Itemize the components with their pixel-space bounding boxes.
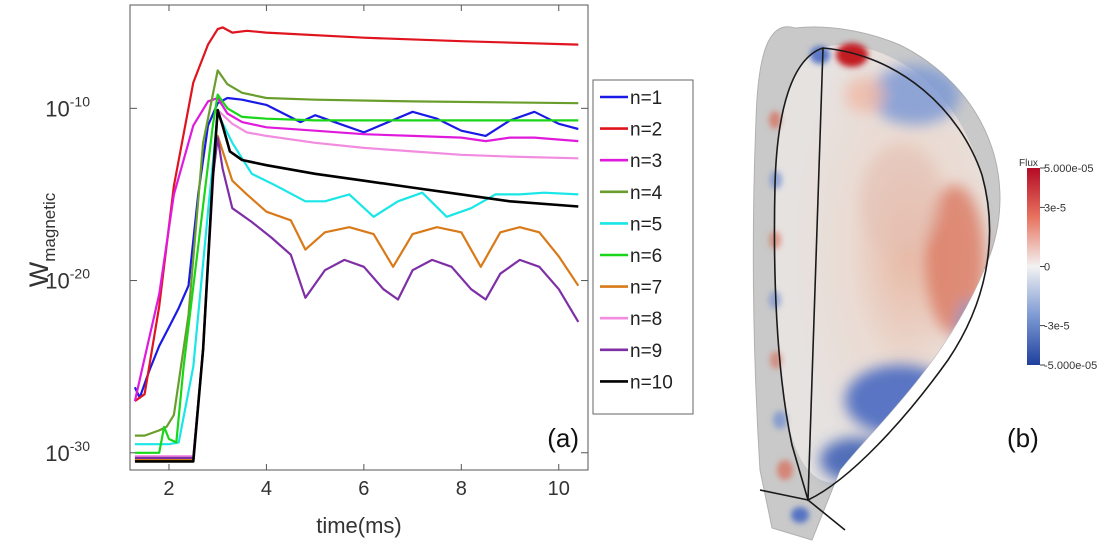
legend-box — [592, 79, 694, 415]
x-axis-label: time(ms) — [316, 513, 402, 538]
separatrix-line — [759, 47, 991, 531]
x-tick-labels: 2 4 6 8 10 — [163, 478, 569, 500]
series-line-n=10 — [134, 108, 579, 463]
series-line-n=4 — [134, 69, 579, 437]
flux-map — [752, 26, 1001, 541]
colorbar-tick-label: 3e-5 — [1044, 202, 1066, 214]
panel-label-b: (b) — [1007, 423, 1039, 453]
x-tick-label: 2 — [163, 478, 174, 500]
colorbar-tick-label: -3e-5 — [1044, 321, 1070, 333]
legend-label: n=2 — [630, 120, 662, 141]
panel-a: 2 4 6 8 10 10-10 10-20 10-30 time(ms) Wmagneti… — [24, 4, 694, 538]
x-tick-label: 6 — [358, 478, 369, 500]
legend-label: n=6 — [630, 246, 662, 267]
y-tick-labels: 10-10 10-20 10-30 — [45, 93, 90, 465]
colorbar-tick-label: -5.000e-05 — [1044, 360, 1097, 372]
panel-b: Flux 5.000e-05 3e-5 0 -3e-5 -5.000e-05 (b) — [752, 26, 1097, 541]
y-tick-label: 10-10 — [45, 93, 90, 121]
plot-ticks — [130, 5, 588, 470]
series-line-n=1 — [133, 96, 579, 399]
x-tick-label: 8 — [456, 478, 467, 500]
x-tick-label: 10 — [548, 478, 570, 500]
y-tick-label: 10-20 — [45, 266, 90, 294]
legend-label: n=4 — [630, 183, 663, 204]
y-tick-label: 10-30 — [45, 438, 90, 466]
legend-label: n=1 — [630, 88, 662, 109]
colorbar-title: Flux — [1019, 158, 1038, 169]
legend-label: n=3 — [630, 151, 662, 172]
colorbar-tick-label: 5.000e-05 — [1044, 163, 1094, 175]
legend-label: n=10 — [630, 372, 673, 393]
series-line-n=3 — [133, 96, 579, 402]
series-lines — [133, 26, 580, 463]
series-line-n=6 — [134, 93, 579, 454]
series-line-n=2 — [134, 26, 579, 402]
x-tick-label: 4 — [261, 478, 272, 500]
legend-label: n=8 — [630, 309, 662, 330]
colorbar: Flux 5.000e-05 3e-5 0 -3e-5 -5.000e-05 — [1019, 158, 1097, 372]
colorbar-gradient — [1027, 168, 1040, 365]
legend-label: n=5 — [630, 214, 662, 235]
legend-label: n=7 — [630, 278, 662, 299]
legend: n=1 n=2 n=3 n=4 n=5 n=6 n=7 n=8 n=9 n=10 — [592, 79, 694, 415]
colorbar-tick-label: 0 — [1044, 262, 1050, 274]
y-axis-label: Wmagnetic — [24, 192, 59, 287]
legend-label: n=9 — [630, 341, 662, 362]
panel-label-a: (a) — [547, 423, 579, 453]
colorbar-ticks: 5.000e-05 3e-5 0 -3e-5 -5.000e-05 — [1040, 163, 1097, 372]
